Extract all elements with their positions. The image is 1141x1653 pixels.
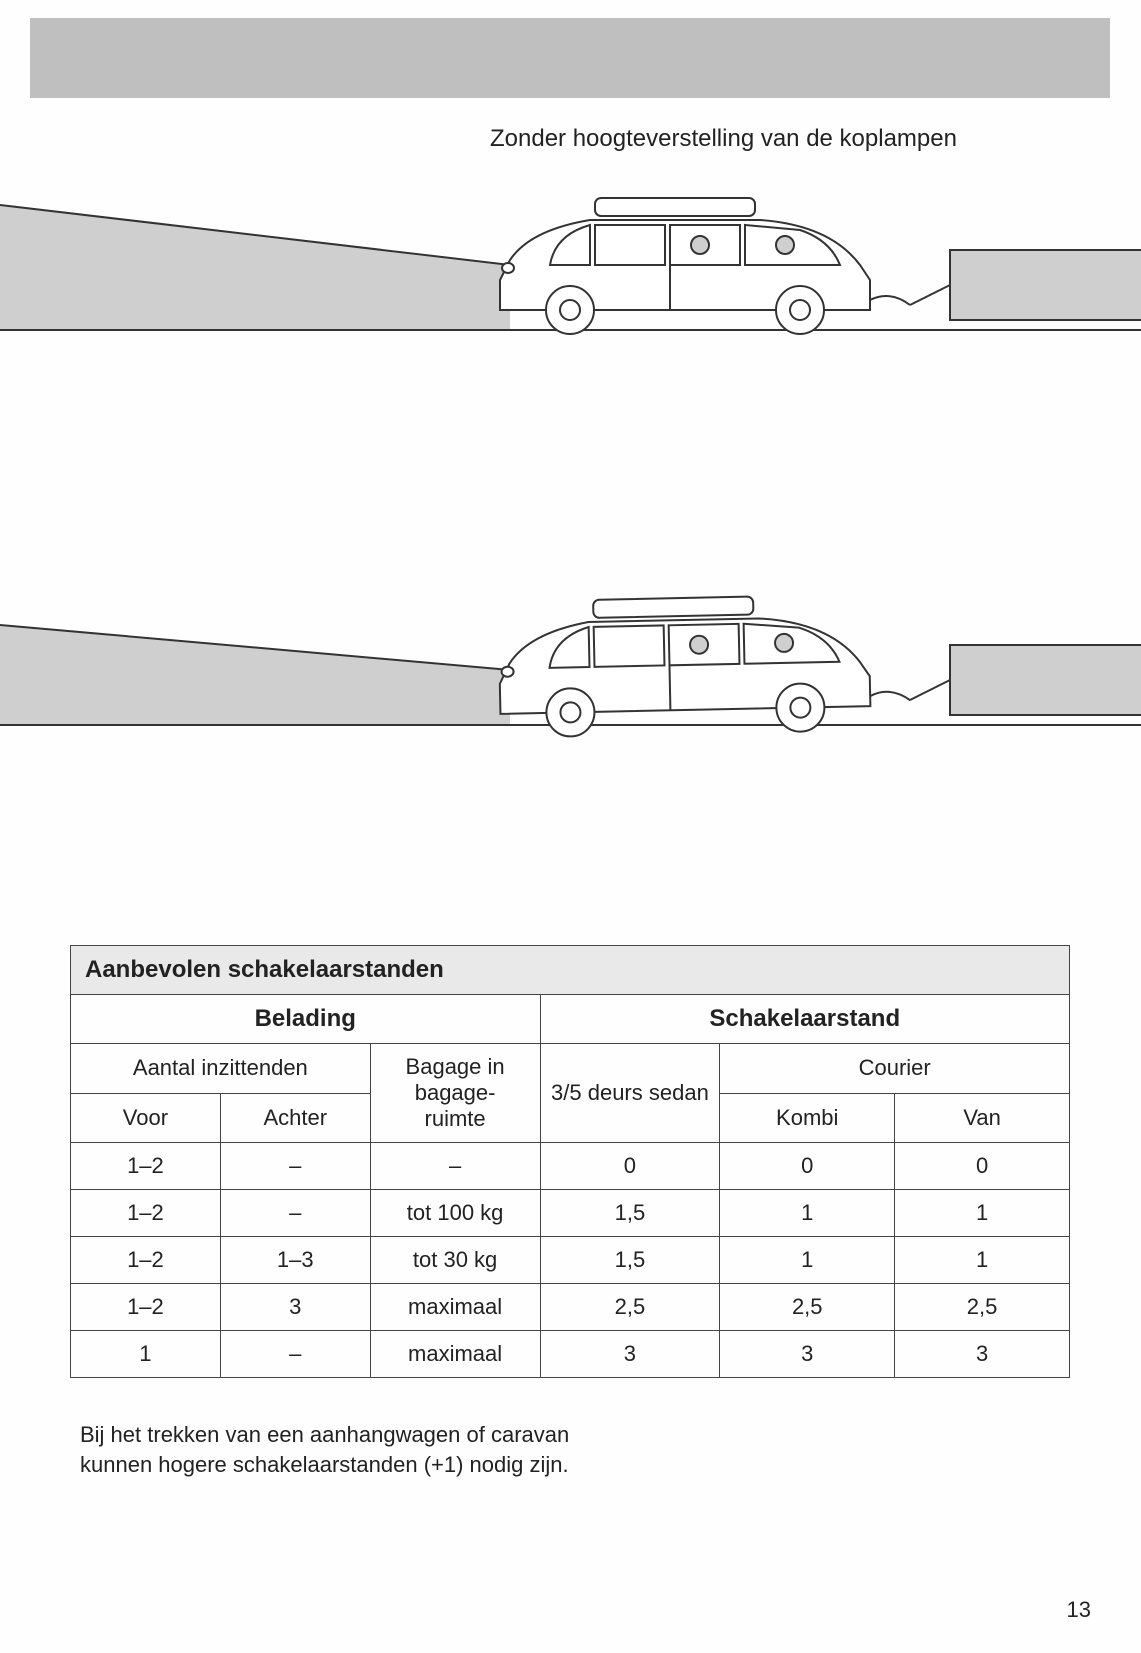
cell-sedan: 2,5 [540,1284,720,1331]
manual-page: Zonder hoogteverstelling van de koplampe… [0,0,1141,1653]
cell-van: 1 [895,1190,1070,1237]
table-row: 1–2–tot 100 kg1,511 [71,1190,1070,1237]
cell-front: 1–2 [71,1237,221,1284]
cell-kombi: 1 [720,1237,895,1284]
cell-front: 1–2 [71,1190,221,1237]
col-luggage: Bagage in bagage- ruimte [370,1044,540,1143]
cell-sedan: 1,5 [540,1237,720,1284]
cell-kombi: 3 [720,1331,895,1378]
cell-kombi: 1 [720,1190,895,1237]
cell-sedan: 0 [540,1143,720,1190]
cell-rear: 3 [220,1284,370,1331]
col-kombi: Kombi [720,1093,895,1143]
cell-kombi: 0 [720,1143,895,1190]
header-band [30,18,1110,98]
table-row: 1–2––000 [71,1143,1070,1190]
col-courier: Courier [720,1044,1070,1094]
table-row: 1–23maximaal2,52,52,5 [71,1284,1070,1331]
diagram-caption: Zonder hoogteverstelling van de koplampe… [490,125,957,153]
settings-table-wrap: Aanbevolen schakelaarstanden Belading Sc… [70,945,1070,1378]
cell-luggage: – [370,1143,540,1190]
cell-kombi: 2,5 [720,1284,895,1331]
col-sedan: 3/5 deurs sedan [540,1044,720,1143]
cell-rear: – [220,1143,370,1190]
cell-rear: 1–3 [220,1237,370,1284]
cell-front: 1–2 [71,1143,221,1190]
settings-table: Aanbevolen schakelaarstanden Belading Sc… [70,945,1070,1378]
col-loading: Belading [71,995,541,1044]
footnote: Bij het trekken van een aanhangwagen of … [80,1420,600,1479]
cell-front: 1–2 [71,1284,221,1331]
col-front: Voor [71,1093,221,1143]
cell-luggage: maximaal [370,1284,540,1331]
headlamp-diagram-high [0,160,1141,360]
table-title: Aanbevolen schakelaarstanden [71,946,1070,995]
col-switch: Schakelaarstand [540,995,1069,1044]
cell-rear: – [220,1331,370,1378]
page-number: 13 [1067,1597,1091,1623]
cell-van: 0 [895,1143,1070,1190]
cell-van: 3 [895,1331,1070,1378]
cell-sedan: 1,5 [540,1190,720,1237]
col-occupants: Aantal inzittenden [71,1044,371,1094]
table-row: 1–21–3tot 30 kg1,511 [71,1237,1070,1284]
table-row: 1–maximaal333 [71,1331,1070,1378]
cell-sedan: 3 [540,1331,720,1378]
col-rear: Achter [220,1093,370,1143]
cell-rear: – [220,1190,370,1237]
headlamp-diagram-low [0,555,1141,755]
col-van: Van [895,1093,1070,1143]
cell-luggage: tot 30 kg [370,1237,540,1284]
cell-front: 1 [71,1331,221,1378]
cell-van: 2,5 [895,1284,1070,1331]
cell-van: 1 [895,1237,1070,1284]
cell-luggage: maximaal [370,1331,540,1378]
cell-luggage: tot 100 kg [370,1190,540,1237]
